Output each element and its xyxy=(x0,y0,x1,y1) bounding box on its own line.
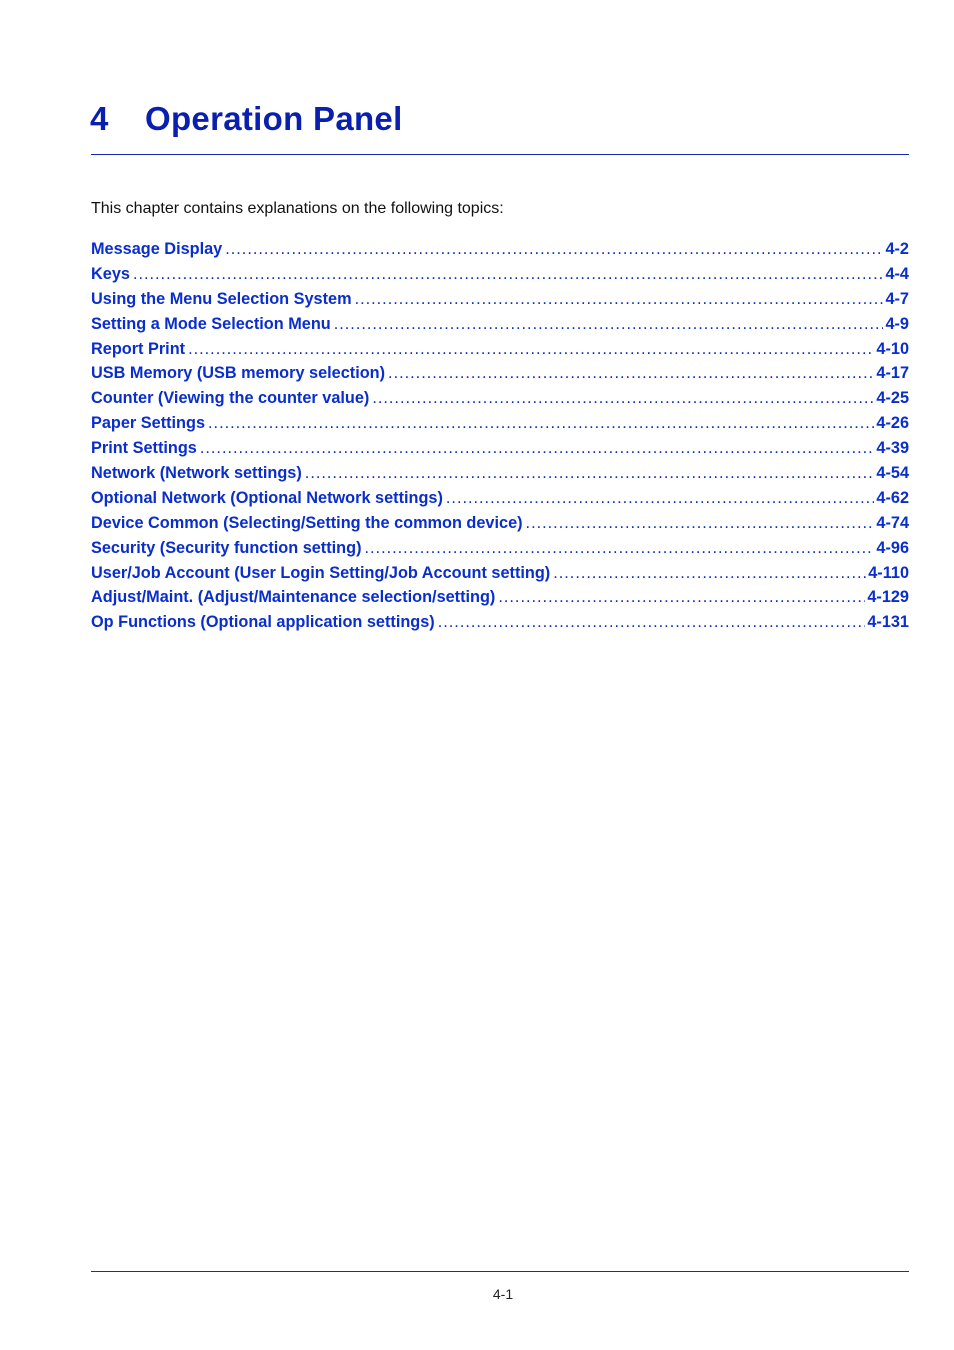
toc-entry-page: 4-25 xyxy=(876,389,909,408)
toc-entry-label: Op Functions (Optional application setti… xyxy=(91,613,435,632)
toc-leader-dots xyxy=(208,414,874,433)
toc-leader-dots xyxy=(133,265,884,284)
toc-leader-dots xyxy=(372,389,874,408)
toc-entry-page: 4-2 xyxy=(885,240,909,258)
toc-leader-dots xyxy=(188,340,874,359)
toc-leader-dots xyxy=(355,290,884,309)
toc-leader-dots xyxy=(438,613,866,632)
toc-entry-page: 4-96 xyxy=(876,538,909,557)
toc-leader-dots xyxy=(446,489,875,508)
toc-leader-dots xyxy=(305,464,875,483)
toc-leader-dots xyxy=(334,315,884,334)
toc-entry-page: 4-129 xyxy=(867,588,909,607)
toc-leader-dots xyxy=(388,364,874,383)
toc-leader-dots xyxy=(200,439,875,458)
toc-entry-page: 4-10 xyxy=(876,339,909,358)
toc-entry-page: 4-4 xyxy=(885,264,909,283)
toc-entry[interactable]: Security (Security function setting) 4-96 xyxy=(91,539,909,564)
toc-entry-page: 4-7 xyxy=(885,289,909,308)
intro-text: This chapter contains explanations on th… xyxy=(91,200,504,217)
toc-entry[interactable]: Setting a Mode Selection Menu 4-9 xyxy=(91,315,909,340)
toc-entry[interactable]: Device Common (Selecting/Setting the com… xyxy=(91,514,909,539)
footer-divider xyxy=(91,1271,909,1272)
toc-entry[interactable]: Paper Settings 4-26 xyxy=(91,414,909,439)
toc-entry[interactable]: Op Functions (Optional application setti… xyxy=(91,613,909,638)
toc-entry-label: Setting a Mode Selection Menu xyxy=(91,314,331,333)
toc-leader-dots xyxy=(526,514,875,533)
toc-entry[interactable]: Report Print 4-10 xyxy=(91,340,909,365)
toc-entry-page: 4-110 xyxy=(868,563,909,582)
toc-leader-dots xyxy=(553,564,866,583)
toc-entry-page: 4-131 xyxy=(867,613,909,632)
toc-entry[interactable]: Network (Network settings) 4-54 xyxy=(91,464,909,489)
toc-entry-label: Message Display xyxy=(91,240,223,258)
toc-entry[interactable]: Optional Network (Optional Network setti… xyxy=(91,489,909,514)
chapter-title-text: Operation Panel xyxy=(145,100,403,137)
toc-entry-page: 4-54 xyxy=(876,464,909,483)
toc-entry[interactable]: Adjust/Maint. (Adjust/Maintenance select… xyxy=(91,588,909,613)
toc-entry-label: Device Common (Selecting/Setting the com… xyxy=(91,513,523,532)
toc-entry-label: Report Print xyxy=(91,339,186,358)
toc-entry-page: 4-74 xyxy=(876,513,909,532)
toc-entry[interactable]: User/Job Account (User Login Setting/Job… xyxy=(91,564,909,589)
toc-entry-label: Paper Settings xyxy=(91,414,206,433)
page-number: 4-1 xyxy=(492,1286,514,1302)
toc-entry-label: Adjust/Maint. (Adjust/Maintenance select… xyxy=(91,588,496,607)
toc-entry-label: USB Memory (USB memory selection) xyxy=(91,364,386,383)
toc-entry[interactable]: Counter (Viewing the counter value) 4-25 xyxy=(91,389,909,414)
toc-entry[interactable]: Keys 4-4 xyxy=(91,265,909,290)
toc-entry-label: Print Settings xyxy=(91,439,197,458)
toc-leader-dots xyxy=(365,539,875,558)
title-divider xyxy=(91,154,909,155)
table-of-contents: Message Display 4-2 Keys 4-4 Using the Menu … xyxy=(91,240,909,638)
toc-entry[interactable]: Using the Menu Selection System 4-7 xyxy=(91,290,909,315)
toc-entry-page: 4-39 xyxy=(876,439,909,458)
toc-entry-label: Optional Network (Optional Network setti… xyxy=(91,488,443,507)
toc-entry-page: 4-62 xyxy=(876,488,909,507)
toc-entry-label: Keys xyxy=(91,264,130,283)
toc-entry-page: 4-9 xyxy=(885,314,909,333)
toc-leader-dots xyxy=(225,240,883,259)
toc-entry-label: Network (Network settings) xyxy=(91,464,302,483)
chapter-title: 4 Operation Panel xyxy=(90,100,403,138)
toc-entry[interactable]: Message Display 4-2 xyxy=(91,240,909,265)
toc-entry-label: Using the Menu Selection System xyxy=(91,289,352,308)
toc-entry-label: Counter (Viewing the counter value) xyxy=(91,389,370,408)
toc-entry-label: User/Job Account (User Login Setting/Job… xyxy=(91,563,551,582)
toc-entry-page: 4-26 xyxy=(876,414,909,433)
chapter-number: 4 xyxy=(90,100,109,137)
toc-entry-page: 4-17 xyxy=(876,364,909,383)
toc-entry[interactable]: USB Memory (USB memory selection) 4-17 xyxy=(91,364,909,389)
toc-entry-label: Security (Security function setting) xyxy=(91,538,362,557)
toc-leader-dots xyxy=(498,588,865,607)
toc-entry[interactable]: Print Settings 4-39 xyxy=(91,439,909,464)
